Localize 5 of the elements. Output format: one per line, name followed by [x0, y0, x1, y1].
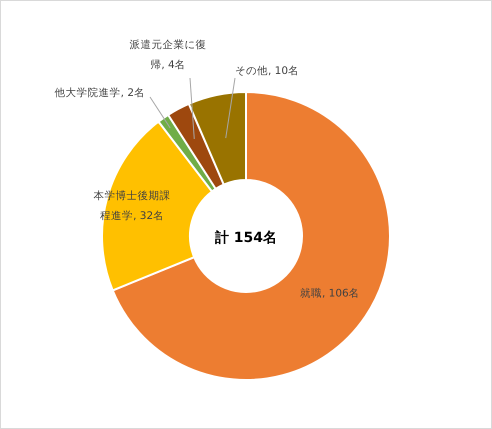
- slice-label: 派遣元企業に復帰, 4名: [130, 38, 206, 71]
- slice-label: 他大学院進学, 2名: [54, 86, 145, 99]
- slice-label: その他, 10名: [235, 65, 300, 77]
- text: 計 154名: [214, 230, 278, 246]
- slice-label: 就職, 106名: [300, 286, 360, 300]
